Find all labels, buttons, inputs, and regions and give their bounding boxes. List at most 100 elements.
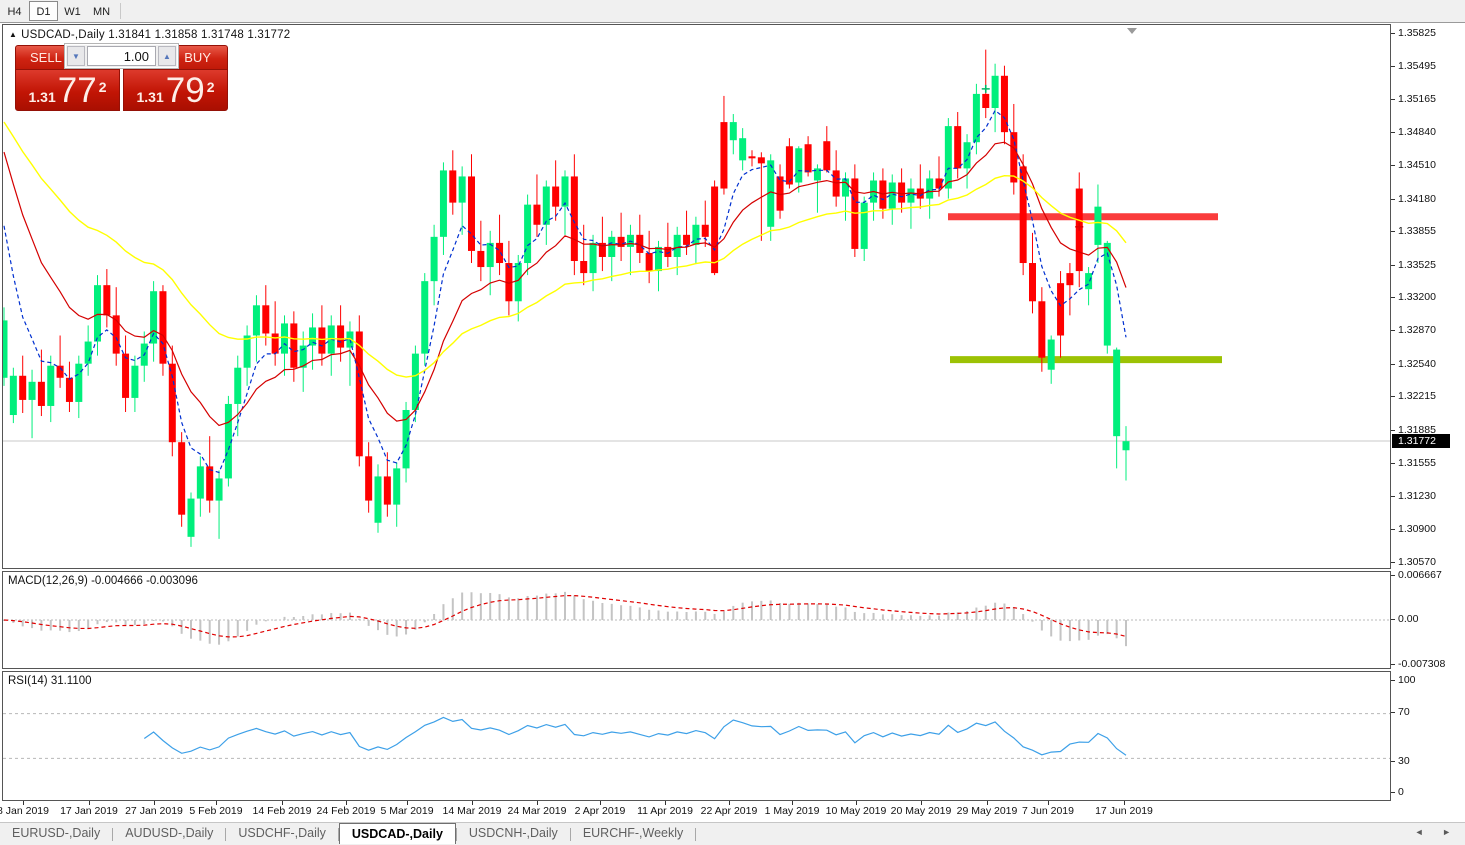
price-tick-label: 1.32540 — [1398, 357, 1436, 370]
buy-price-button[interactable]: 1.31 79 2 — [123, 69, 228, 111]
price-tick-label-tick — [1391, 33, 1395, 34]
rsi-pane[interactable]: RSI(14) 31.1100 — [2, 671, 1391, 801]
price-tick-label-tick — [1391, 528, 1395, 530]
chart-tab-usdcad[interactable]: USDCAD-,Daily — [338, 823, 456, 844]
price-tick-label-tick — [1391, 165, 1395, 167]
chart-tab-audusd[interactable]: AUDUSD-,Daily — [125, 826, 214, 840]
chart-tab-eurchf[interactable]: EURCHF-,Weekly — [582, 826, 684, 840]
tab-scroll-right-icon[interactable]: ► — [1442, 827, 1459, 837]
volume-input[interactable]: 1.00 — [87, 46, 156, 66]
macd-tick-label-tick — [1391, 619, 1395, 620]
date-tick-label: 8 Jan 2019 — [0, 805, 49, 817]
macd-label: MACD(12,26,9) -0.004666 -0.003096 — [8, 575, 198, 587]
price-tick-label-tick — [1391, 462, 1395, 464]
tab-separator — [337, 828, 339, 841]
volume-spinner: ▼ 1.00 ▲ — [64, 43, 179, 69]
price-tick-label: 1.31230 — [1398, 489, 1436, 502]
macd-tick-label: -0.007308 — [1398, 658, 1446, 670]
date-tick-label: 22 Apr 2019 — [700, 805, 758, 817]
timeframe-button-d1[interactable]: D1 — [29, 1, 58, 21]
date-tick — [89, 801, 90, 805]
date-tick — [216, 801, 217, 805]
tab-scroll-left-icon[interactable]: ◄ — [1414, 827, 1432, 837]
chart-tab-eurusd[interactable]: EURUSD-,Daily — [12, 826, 101, 840]
date-tick — [537, 801, 538, 805]
price-tick-label-tick — [1391, 132, 1395, 134]
price-axis[interactable]: 1.31772 1.35825 1.35495 1.35165 1.34840 1.34… — [1391, 24, 1465, 821]
date-tick-label: 17 Jun 2019 — [1095, 805, 1153, 817]
order-marker — [981, 84, 990, 93]
date-tick-label: 1 May 2019 — [764, 805, 820, 817]
tab-separator — [695, 828, 697, 841]
ma-mid — [3, 141, 1127, 427]
ma-fast — [3, 109, 1127, 474]
volume-increase-icon[interactable]: ▲ — [158, 46, 176, 66]
price-tick-label-tick — [1391, 429, 1395, 431]
macd-tick-label: 0.00 — [1398, 613, 1419, 625]
rsi-label: RSI(14) 31.1100 — [8, 675, 92, 687]
buy-price-sup: 2 — [206, 79, 215, 95]
price-tick-label: 1.35495 — [1398, 60, 1436, 73]
date-tick-label: 11 Apr 2019 — [637, 805, 693, 817]
date-tick — [792, 801, 793, 805]
price-tick-label: 1.30900 — [1398, 522, 1436, 535]
date-tick — [987, 801, 988, 805]
macd-tick-label-tick — [1391, 575, 1395, 576]
collapse-icon[interactable]: ▲ — [9, 30, 18, 39]
timeframe-button-h4[interactable]: H4 — [7, 6, 22, 18]
sell-price-prefix: 1.31 — [28, 89, 56, 105]
price-tick-label: 1.33525 — [1398, 258, 1436, 271]
macd-pane[interactable]: MACD(12,26,9) -0.004666 -0.003096 — [2, 571, 1391, 669]
candlestick-chart[interactable] — [3, 25, 1390, 568]
main-chart-pane[interactable]: ▲ USDCAD-,Daily 1.31841 1.31858 1.31748 1… — [2, 24, 1391, 569]
price-tick-label: 1.35165 — [1398, 93, 1436, 106]
rsi-tick-label: 70 — [1398, 706, 1410, 718]
date-tick-label: 29 May 2019 — [956, 805, 1018, 817]
volume-decrease-icon[interactable]: ▼ — [67, 46, 85, 66]
rsi-tick-label-tick — [1391, 792, 1395, 793]
buy-price-prefix: 1.31 — [136, 89, 164, 105]
date-tick — [856, 801, 857, 805]
date-tick-label: 24 Feb 2019 — [316, 805, 376, 817]
macd-tick-label: 0.006667 — [1398, 569, 1442, 581]
date-tick — [1124, 801, 1125, 805]
timeframe-button-mn[interactable]: MN — [92, 6, 111, 18]
chart-shift-icon[interactable] — [1127, 28, 1137, 34]
date-tick — [729, 801, 730, 805]
price-tick-label-tick — [1391, 66, 1395, 68]
tab-separator — [112, 828, 114, 841]
price-tick-label: 1.30570 — [1398, 555, 1436, 568]
date-tick-label: 5 Mar 2019 — [380, 805, 434, 817]
price-tick-label: 1.34840 — [1398, 126, 1436, 139]
tab-scroll-nav: ◄ ► — [1415, 827, 1459, 837]
price-tick-label-tick — [1391, 231, 1395, 233]
one-click-trade-panel: SELL BUY ▼ 1.00 ▲ 1.31 77 2 1.31 79 2 — [15, 43, 228, 111]
timeframe-toolbar: H4 D1 W1 MN — [0, 0, 1465, 23]
sell-price-button[interactable]: 1.31 77 2 — [15, 69, 120, 111]
date-axis[interactable]: 8 Jan 2019 17 Jan 2019 27 Jan 2019 5 Feb 20… — [0, 801, 1391, 821]
current-price-tag: 1.31772 — [1392, 433, 1450, 448]
price-tick-label: 1.32870 — [1398, 324, 1436, 337]
rsi-tick-label-tick — [1391, 761, 1395, 762]
price-tick-label: 1.34180 — [1398, 192, 1436, 205]
chart-title-text: USDCAD-,Daily 1.31841 1.31858 1.31748 1.… — [21, 29, 291, 41]
price-tick-label-tick — [1391, 495, 1395, 497]
price-tick-label-tick — [1391, 264, 1395, 266]
date-tick-label: 17 Jan 2019 — [60, 805, 118, 817]
macd-tick-label-tick — [1391, 664, 1395, 665]
sell-price-sup: 2 — [98, 79, 107, 95]
date-tick-label: 20 May 2019 — [890, 805, 952, 817]
chart-tab-usdcnh[interactable]: USDCNH-,Daily — [468, 826, 558, 840]
timeframe-button-w1[interactable]: W1 — [64, 6, 81, 18]
date-tick — [1048, 801, 1049, 805]
chart-title: ▲ USDCAD-,Daily 1.31841 1.31858 1.31748 1… — [9, 29, 290, 41]
price-tick-label-tick — [1391, 396, 1395, 398]
toolbar-separator — [120, 3, 121, 19]
chart-tab-usdchf[interactable]: USDCHF-,Daily — [238, 826, 326, 840]
price-tick-label-tick — [1391, 363, 1395, 365]
date-tick-label: 7 Jun 2019 — [1022, 805, 1074, 817]
date-tick — [23, 801, 24, 805]
price-tick-label: 1.33855 — [1398, 225, 1436, 238]
rsi-tick-label-tick — [1391, 712, 1395, 713]
